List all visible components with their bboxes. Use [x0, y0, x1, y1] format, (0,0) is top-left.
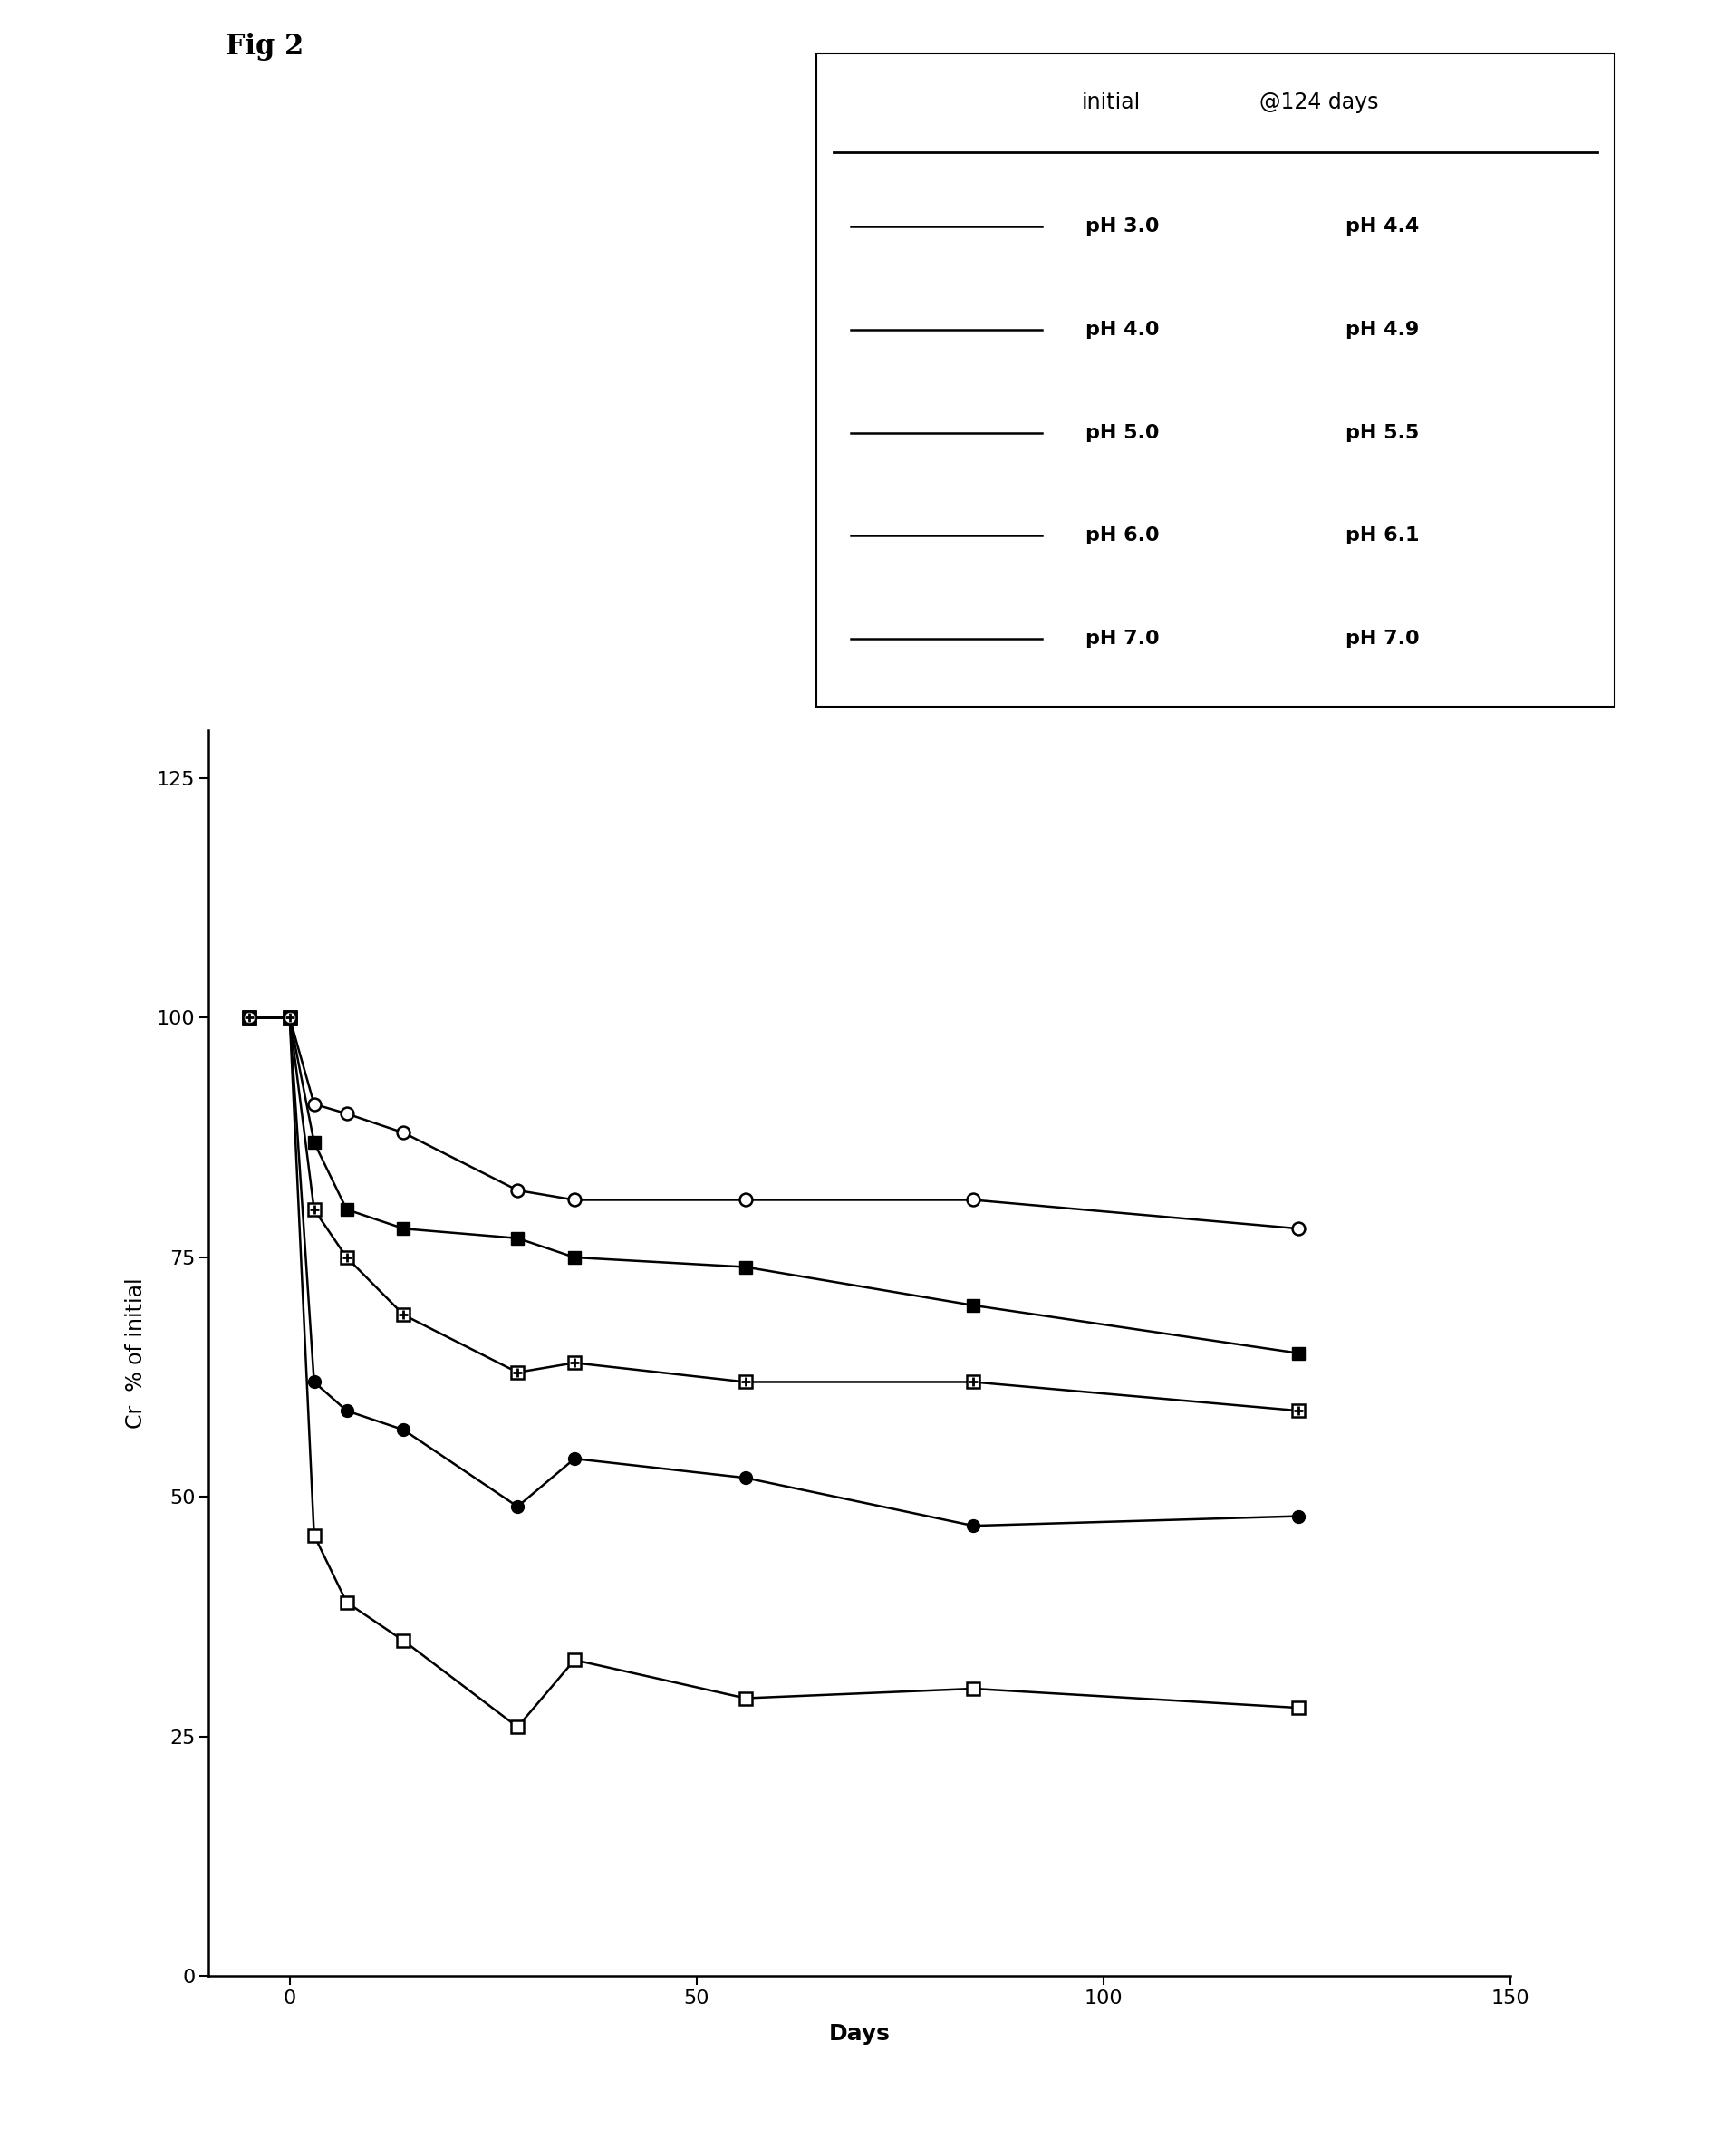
Y-axis label: Cr  % of initial: Cr % of initial — [125, 1278, 146, 1428]
Text: pH 4.4: pH 4.4 — [1345, 217, 1418, 236]
Text: pH 4.9: pH 4.9 — [1345, 320, 1418, 339]
Text: Fig 2: Fig 2 — [226, 32, 304, 60]
Text: pH 7.0: pH 7.0 — [1345, 629, 1420, 649]
Text: pH 4.0: pH 4.0 — [1085, 320, 1160, 339]
Text: initial: initial — [1082, 92, 1141, 114]
Text: pH 3.0: pH 3.0 — [1085, 217, 1160, 236]
Text: pH 6.1: pH 6.1 — [1345, 526, 1420, 546]
X-axis label: Days: Days — [828, 2023, 891, 2045]
Text: pH 6.0: pH 6.0 — [1085, 526, 1160, 546]
Text: pH 5.0: pH 5.0 — [1085, 423, 1160, 442]
Text: @124 days: @124 days — [1260, 92, 1378, 114]
Text: pH 5.5: pH 5.5 — [1345, 423, 1418, 442]
Text: pH 7.0: pH 7.0 — [1085, 629, 1160, 649]
